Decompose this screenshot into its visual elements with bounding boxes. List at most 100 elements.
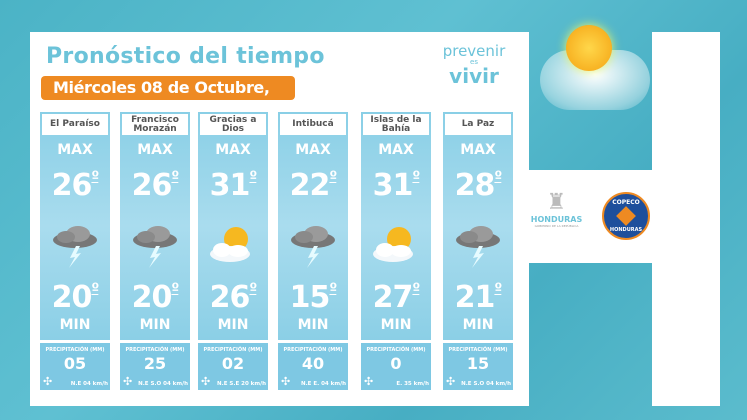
wind-icon: ✣ bbox=[364, 375, 374, 388]
max-temp: 26º bbox=[40, 168, 110, 203]
min-temp: 21º bbox=[443, 280, 513, 315]
degree-sign: º bbox=[91, 281, 99, 297]
region-name: El Paraíso bbox=[42, 114, 108, 135]
precipitation-value: 05 bbox=[63, 354, 87, 373]
degree-sign: º bbox=[412, 281, 420, 297]
region-name: Islas de la Bahía bbox=[363, 114, 429, 135]
region-name: Gracias a Dios bbox=[200, 114, 266, 135]
max-label: MAX bbox=[460, 142, 496, 158]
degree-sign: º bbox=[329, 169, 337, 185]
min-temp-value: 27 bbox=[372, 280, 414, 315]
region-name: Francisco Morazán bbox=[122, 114, 188, 135]
precipitation-box: PRECIPITACIÓN (MM) 25 ✣ N.E S.O 04 km/h bbox=[120, 343, 190, 390]
max-temp-value: 22 bbox=[289, 168, 331, 203]
min-temp: 20º bbox=[40, 280, 110, 315]
precipitation-label: PRECIPITACIÓN (MM) bbox=[283, 347, 343, 353]
max-temp-value: 28 bbox=[454, 168, 496, 203]
precipitation-label: PRECIPITACIÓN (MM) bbox=[366, 347, 426, 353]
min-temp: 15º bbox=[278, 280, 348, 315]
max-temp: 31º bbox=[361, 168, 431, 203]
sun-cloud-icon bbox=[371, 222, 421, 270]
min-label: MIN bbox=[217, 317, 249, 333]
precipitation-label: PRECIPITACIÓN (MM) bbox=[448, 347, 508, 353]
logo-text-bottom: vivir bbox=[449, 64, 499, 88]
max-temp: 28º bbox=[443, 168, 513, 203]
sun-cloud-icon bbox=[208, 222, 258, 270]
region-column: Intibucá MAX 22º 15º MIN bbox=[278, 112, 348, 340]
coat-of-arms-icon: ♜ bbox=[546, 190, 567, 215]
max-temp-value: 26 bbox=[51, 168, 93, 203]
degree-sign: º bbox=[494, 281, 502, 297]
max-label: MAX bbox=[215, 142, 251, 158]
max-temp-value: 31 bbox=[372, 168, 414, 203]
precipitation-box: PRECIPITACIÓN (MM) 15 ✣ N.E S.O 04 km/h bbox=[443, 343, 513, 390]
region-name: Intibucá bbox=[280, 114, 346, 135]
precipitation-box: PRECIPITACIÓN (MM) 05 ✣ N.E 04 km/h bbox=[40, 343, 110, 390]
min-temp: 27º bbox=[361, 280, 431, 315]
degree-sign: º bbox=[412, 169, 420, 185]
max-label: MAX bbox=[137, 142, 173, 158]
region-column: Gracias a Dios MAX 31º 26º MIN bbox=[198, 112, 268, 340]
max-temp-value: 26 bbox=[131, 168, 173, 203]
max-temp: 22º bbox=[278, 168, 348, 203]
precipitation-label: PRECIPITACIÓN (MM) bbox=[125, 347, 185, 353]
honduras-logo: ♜ HONDURAS GOBIERNO DE LA REPÚBLICA bbox=[529, 190, 584, 228]
precipitation-box: PRECIPITACIÓN (MM) 02 ✣ N.E S.E 20 km/h bbox=[198, 343, 268, 390]
min-temp-value: 20 bbox=[51, 280, 93, 315]
max-temp: 31º bbox=[198, 168, 268, 203]
max-label: MAX bbox=[295, 142, 331, 158]
wind-value: N.E E. 04 km/h bbox=[300, 381, 346, 387]
forecast-card: Pronóstico del tiempo Miércoles 08 de Oc… bbox=[30, 32, 529, 406]
storm-cloud-icon bbox=[288, 222, 338, 270]
honduras-text: HONDURAS bbox=[530, 215, 583, 224]
degree-sign: º bbox=[494, 169, 502, 185]
max-label: MAX bbox=[57, 142, 93, 158]
wind-value: N.E S.E 20 km/h bbox=[217, 381, 266, 387]
min-label: MIN bbox=[462, 317, 494, 333]
precipitation-value: 02 bbox=[221, 354, 245, 373]
logo-text-mid: es bbox=[470, 58, 478, 66]
storm-cloud-icon bbox=[50, 222, 100, 270]
storm-cloud-icon bbox=[453, 222, 503, 270]
wind-value: N.E S.O 04 km/h bbox=[138, 381, 188, 387]
honduras-subtext: GOBIERNO DE LA REPÚBLICA bbox=[534, 224, 579, 228]
wind-icon: ✣ bbox=[281, 375, 291, 388]
white-strip bbox=[652, 32, 720, 406]
min-temp: 20º bbox=[120, 280, 190, 315]
region-column: El Paraíso MAX 26º 20º MIN bbox=[40, 112, 110, 340]
min-temp: 26º bbox=[198, 280, 268, 315]
min-temp-value: 21 bbox=[454, 280, 496, 315]
precipitation-label: PRECIPITACIÓN (MM) bbox=[45, 347, 105, 353]
diamond-icon bbox=[616, 206, 636, 226]
logos-panel: ♜ HONDURAS GOBIERNO DE LA REPÚBLICA COPE… bbox=[529, 170, 652, 263]
wind-icon: ✣ bbox=[201, 375, 211, 388]
page-title: Pronóstico del tiempo bbox=[46, 44, 325, 69]
logo-text-top: prevenir bbox=[442, 42, 506, 60]
min-label: MIN bbox=[59, 317, 91, 333]
min-label: MIN bbox=[380, 317, 412, 333]
precipitation-box: PRECIPITACIÓN (MM) 0 ✣ E. 35 km/h bbox=[361, 343, 431, 390]
precipitation-box: PRECIPITACIÓN (MM) 40 ✣ N.E E. 04 km/h bbox=[278, 343, 348, 390]
precipitation-value: 15 bbox=[466, 354, 490, 373]
min-temp-value: 26 bbox=[209, 280, 251, 315]
precipitation-label: PRECIPITACIÓN (MM) bbox=[203, 347, 263, 353]
copeco-logo: COPECO HONDURAS bbox=[602, 192, 650, 240]
region-column: Islas de la Bahía MAX 31º 27º MIN bbox=[361, 112, 431, 340]
max-temp-value: 31 bbox=[209, 168, 251, 203]
wind-value: N.E S.O 04 km/h bbox=[461, 381, 511, 387]
min-temp-value: 15 bbox=[289, 280, 331, 315]
degree-sign: º bbox=[91, 169, 99, 185]
wind-icon: ✣ bbox=[123, 375, 133, 388]
min-label: MIN bbox=[297, 317, 329, 333]
degree-sign: º bbox=[171, 169, 179, 185]
min-label: MIN bbox=[139, 317, 171, 333]
wind-value: N.E 04 km/h bbox=[70, 381, 108, 387]
copeco-subtext: HONDURAS bbox=[609, 227, 643, 233]
min-temp-value: 20 bbox=[131, 280, 173, 315]
region-name: La Paz bbox=[445, 114, 511, 135]
degree-sign: º bbox=[249, 281, 257, 297]
storm-cloud-icon bbox=[130, 222, 180, 270]
precipitation-value: 40 bbox=[301, 354, 325, 373]
wind-value: E. 35 km/h bbox=[396, 381, 429, 387]
precipitation-value: 0 bbox=[390, 354, 402, 373]
